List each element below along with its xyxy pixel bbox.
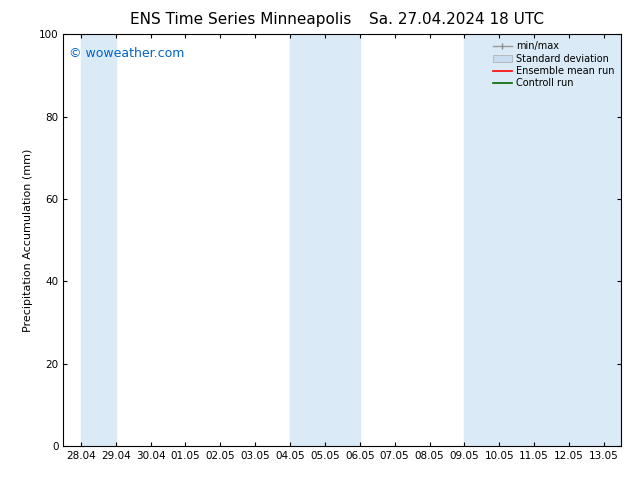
Bar: [81, 34, 116, 446]
Bar: [290, 34, 359, 446]
Legend: min/max, Standard deviation, Ensemble mean run, Controll run: min/max, Standard deviation, Ensemble me…: [491, 39, 616, 90]
Text: © woweather.com: © woweather.com: [69, 47, 184, 60]
Y-axis label: Precipitation Accumulation (mm): Precipitation Accumulation (mm): [23, 148, 34, 332]
Bar: [464, 34, 621, 446]
Text: ENS Time Series Minneapolis: ENS Time Series Minneapolis: [130, 12, 352, 27]
Text: Sa. 27.04.2024 18 UTC: Sa. 27.04.2024 18 UTC: [369, 12, 544, 27]
